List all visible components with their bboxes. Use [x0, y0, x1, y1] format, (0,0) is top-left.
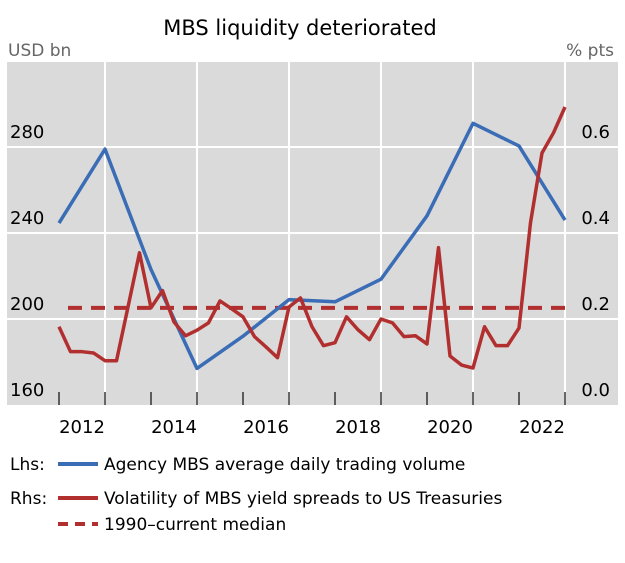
left-tick-label: 160	[10, 380, 44, 401]
legend: Lhs: Agency MBS average daily trading vo…	[10, 455, 502, 535]
chart-title: MBS liquidity deteriorated	[163, 16, 437, 40]
legend-item-volatility: Volatility of MBS yield spreads to US Tr…	[104, 489, 502, 509]
series-lines	[57, 106, 567, 371]
right-tick-label: 0.0	[581, 380, 610, 401]
x-tick-label: 2020	[427, 417, 473, 438]
left-tick-label: 240	[10, 208, 44, 229]
x-tick-label: 2022	[519, 417, 565, 438]
trading-volume-line	[57, 121, 567, 371]
x-tick-label: 2014	[151, 417, 197, 438]
legend-rhs-label: Rhs:	[10, 489, 47, 509]
legend-item-volume: Agency MBS average daily trading volume	[104, 455, 465, 475]
tick-labels: 160 200 240 280 0.0 0.2 0.4 0.6 2012 2014 2016 2018…	[10, 122, 610, 438]
left-tick-label: 200	[10, 294, 44, 315]
axis-ticks	[58, 392, 566, 405]
spread-volatility-line	[57, 106, 567, 370]
x-tick-label: 2018	[335, 417, 381, 438]
x-tick-label: 2016	[243, 417, 289, 438]
left-tick-label: 280	[10, 122, 44, 143]
right-tick-label: 0.4	[581, 208, 610, 229]
legend-lhs-label: Lhs:	[10, 455, 45, 475]
gridlines	[7, 62, 618, 405]
legend-item-median: 1990–current median	[104, 515, 286, 535]
left-axis-unit: USD bn	[8, 41, 71, 61]
right-axis-unit: % pts	[566, 41, 614, 61]
right-tick-label: 0.6	[581, 122, 610, 143]
x-tick-label: 2012	[59, 417, 105, 438]
right-tick-label: 0.2	[581, 294, 610, 315]
